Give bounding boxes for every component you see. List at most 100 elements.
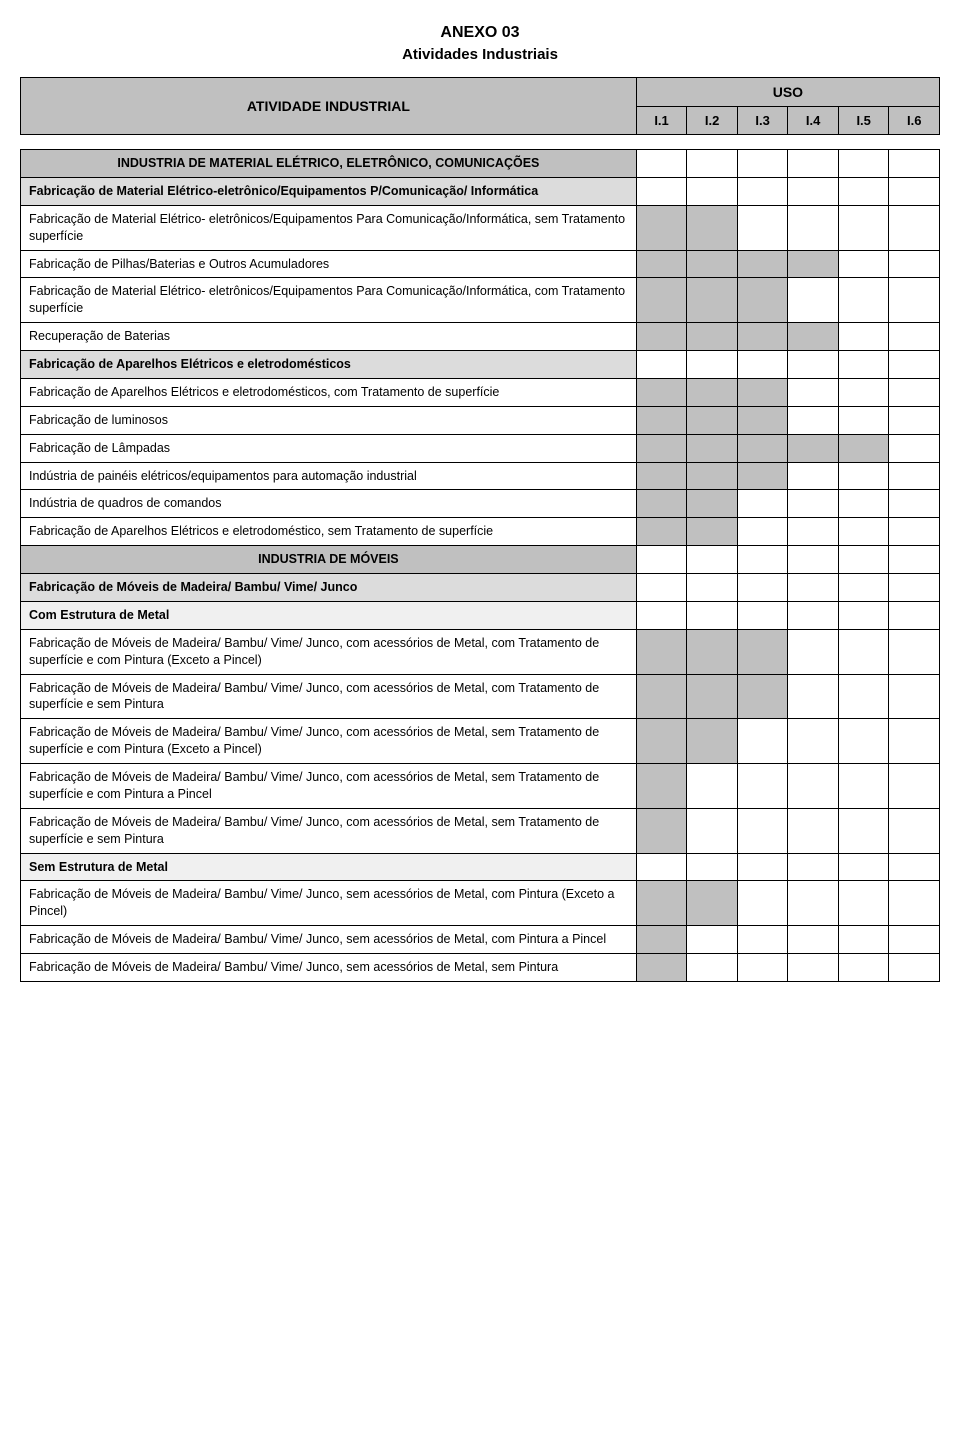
grid-cell bbox=[889, 278, 940, 323]
row-label: Fabricação de Móveis de Madeira/ Bambu/ … bbox=[21, 674, 637, 719]
grid-cell bbox=[687, 954, 738, 982]
table-row: Fabricação de Móveis de Madeira/ Bambu/ … bbox=[21, 629, 940, 674]
main-table: INDUSTRIA DE MATERIAL ELÉTRICO, ELETRÔNI… bbox=[20, 149, 940, 982]
table-row: Fabricação de Móveis de Madeira/ Bambu/ … bbox=[21, 719, 940, 764]
grid-cell bbox=[788, 177, 839, 205]
grid-cell bbox=[737, 629, 788, 674]
grid-cell bbox=[687, 434, 738, 462]
grid-cell bbox=[737, 518, 788, 546]
grid-cell bbox=[737, 764, 788, 809]
grid-cell bbox=[737, 574, 788, 602]
table-row: Fabricação de Material Elétrico- eletrôn… bbox=[21, 278, 940, 323]
header-col-4: I.4 bbox=[788, 107, 839, 135]
grid-cell bbox=[737, 278, 788, 323]
grid-cell bbox=[687, 177, 738, 205]
grid-cell bbox=[838, 546, 889, 574]
grid-cell bbox=[636, 434, 687, 462]
grid-cell bbox=[687, 462, 738, 490]
grid-cell bbox=[788, 406, 839, 434]
grid-cell bbox=[687, 853, 738, 881]
grid-cell bbox=[838, 462, 889, 490]
row-label: Com Estrutura de Metal bbox=[21, 601, 637, 629]
grid-cell bbox=[838, 601, 889, 629]
grid-cell bbox=[889, 490, 940, 518]
grid-cell bbox=[687, 881, 738, 926]
table-row: Sem Estrutura de Metal bbox=[21, 853, 940, 881]
grid-cell bbox=[889, 853, 940, 881]
grid-cell bbox=[737, 462, 788, 490]
grid-cell bbox=[788, 462, 839, 490]
grid-cell bbox=[636, 926, 687, 954]
row-label: Fabricação de Aparelhos Elétricos e elet… bbox=[21, 351, 637, 379]
grid-cell bbox=[687, 205, 738, 250]
row-label: Fabricação de Móveis de Madeira/ Bambu/ … bbox=[21, 926, 637, 954]
grid-cell bbox=[737, 177, 788, 205]
table-row: Recuperação de Baterias bbox=[21, 323, 940, 351]
grid-cell bbox=[737, 150, 788, 178]
grid-cell bbox=[889, 674, 940, 719]
grid-cell bbox=[737, 674, 788, 719]
grid-cell bbox=[737, 853, 788, 881]
row-label: Fabricação de Móveis de Madeira/ Bambu/ … bbox=[21, 574, 637, 602]
header-col-5: I.5 bbox=[838, 107, 889, 135]
grid-cell bbox=[788, 719, 839, 764]
grid-cell bbox=[838, 629, 889, 674]
grid-cell bbox=[636, 518, 687, 546]
grid-cell bbox=[636, 462, 687, 490]
table-row: Fabricação de Móveis de Madeira/ Bambu/ … bbox=[21, 808, 940, 853]
grid-cell bbox=[889, 808, 940, 853]
grid-cell bbox=[687, 150, 738, 178]
grid-cell bbox=[788, 546, 839, 574]
grid-cell bbox=[889, 406, 940, 434]
grid-cell bbox=[838, 323, 889, 351]
grid-cell bbox=[737, 205, 788, 250]
grid-cell bbox=[838, 250, 889, 278]
header-table: ATIVIDADE INDUSTRIAL USO I.1 I.2 I.3 I.4… bbox=[20, 77, 940, 135]
grid-cell bbox=[687, 926, 738, 954]
grid-cell bbox=[687, 546, 738, 574]
doc-subtitle: Atividades Industriais bbox=[20, 46, 940, 63]
grid-cell bbox=[687, 808, 738, 853]
grid-cell bbox=[788, 250, 839, 278]
row-label: Fabricação de Móveis de Madeira/ Bambu/ … bbox=[21, 808, 637, 853]
grid-cell bbox=[737, 434, 788, 462]
grid-cell bbox=[636, 546, 687, 574]
grid-cell bbox=[636, 853, 687, 881]
header-uso: USO bbox=[636, 78, 939, 107]
grid-cell bbox=[687, 764, 738, 809]
grid-cell bbox=[687, 629, 738, 674]
grid-cell bbox=[636, 205, 687, 250]
row-label: Fabricação de Pilhas/Baterias e Outros A… bbox=[21, 250, 637, 278]
grid-cell bbox=[838, 853, 889, 881]
table-row: Fabricação de Móveis de Madeira/ Bambu/ … bbox=[21, 926, 940, 954]
doc-title: ANEXO 03 bbox=[20, 24, 940, 42]
grid-cell bbox=[838, 808, 889, 853]
header-col-2: I.2 bbox=[687, 107, 738, 135]
row-label: Indústria de painéis elétricos/equipamen… bbox=[21, 462, 637, 490]
table-row: Fabricação de luminosos bbox=[21, 406, 940, 434]
grid-cell bbox=[889, 434, 940, 462]
grid-cell bbox=[636, 378, 687, 406]
grid-cell bbox=[889, 518, 940, 546]
grid-cell bbox=[788, 853, 839, 881]
grid-cell bbox=[838, 719, 889, 764]
grid-cell bbox=[788, 601, 839, 629]
grid-cell bbox=[838, 150, 889, 178]
grid-cell bbox=[687, 719, 738, 764]
grid-cell bbox=[788, 574, 839, 602]
grid-cell bbox=[889, 546, 940, 574]
grid-cell bbox=[636, 250, 687, 278]
grid-cell bbox=[636, 150, 687, 178]
grid-cell bbox=[737, 490, 788, 518]
grid-cell bbox=[636, 881, 687, 926]
grid-cell bbox=[788, 808, 839, 853]
grid-cell bbox=[838, 490, 889, 518]
grid-cell bbox=[636, 490, 687, 518]
grid-cell bbox=[636, 406, 687, 434]
grid-cell bbox=[636, 601, 687, 629]
grid-cell bbox=[737, 250, 788, 278]
row-label: Fabricação de Aparelhos Elétricos e elet… bbox=[21, 518, 637, 546]
row-label: Fabricação de Móveis de Madeira/ Bambu/ … bbox=[21, 954, 637, 982]
grid-cell bbox=[889, 601, 940, 629]
table-row: Fabricação de Aparelhos Elétricos e elet… bbox=[21, 378, 940, 406]
